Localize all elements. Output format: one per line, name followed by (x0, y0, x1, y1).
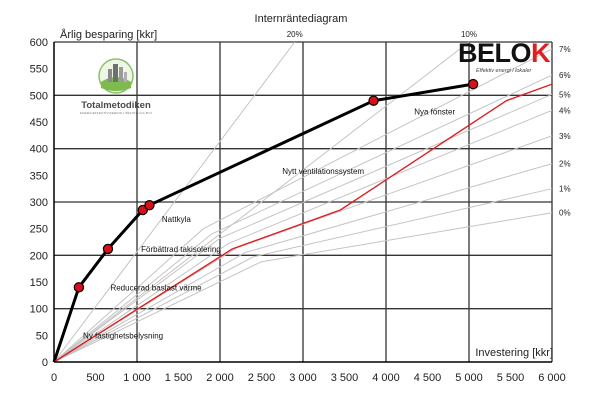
city-emblem-icon (98, 58, 134, 94)
zero-rate-line (53, 83, 553, 363)
data-point (144, 199, 155, 211)
x-tick-label: 1 000 (123, 372, 151, 384)
right-rate-label: 1% (559, 185, 571, 194)
belok-tagline: Effektiv energi i lokaler (476, 68, 532, 74)
right-rate-label: 0% (559, 209, 571, 218)
measures-line (52, 82, 474, 363)
data-point (73, 282, 85, 293)
belok-word-end: K (531, 38, 551, 68)
belok-wordmark: BELOK (458, 40, 554, 67)
y-tick-label: 0 (42, 357, 48, 369)
x-tick-label: 5 500 (497, 372, 525, 384)
right-rate-label: 2% (559, 160, 571, 169)
axes (53, 42, 552, 363)
data-markers (73, 78, 479, 293)
totalmetodiken-logo: Totalmetodiken ENERGIEFFEKTIVISERING I B… (80, 58, 152, 122)
chart-title: Internräntediagram (255, 13, 348, 25)
rate-line (53, 93, 553, 363)
rate-line (53, 163, 553, 363)
y-tick-label: 450 (30, 117, 48, 129)
right-rate-label: 6% (559, 71, 571, 80)
right-rate-label: 5% (559, 90, 571, 99)
data-point (467, 78, 479, 90)
measure-annotation: Nytt ventilationssystem (282, 167, 364, 176)
measure-annotation: Förbättrad takisolering (141, 245, 221, 254)
totalmetodiken-wordmark: Totalmetodiken (81, 100, 151, 111)
x-tick-label: 500 (86, 372, 104, 384)
rate-line (53, 41, 296, 363)
right-rate-label: 7% (559, 45, 571, 54)
y-tick-label: 250 (30, 224, 48, 236)
x-tick-label: 1 500 (165, 372, 193, 384)
belok-logo: BELOK Effektiv energi i lokaler (458, 40, 554, 78)
belok-word-main: BELO (458, 38, 532, 68)
rate-line (53, 48, 553, 363)
rate-line (53, 74, 553, 363)
top-rate-label: 20% (287, 30, 303, 39)
top-rate-label: 10% (461, 30, 477, 39)
y-axis-label: Årlig besparing [kkr] (60, 28, 157, 41)
y-tick-label: 200 (30, 250, 48, 262)
x-tick-label: 2 000 (206, 372, 234, 384)
y-tick-label: 50 (36, 330, 48, 342)
x-tick-label: 0 (51, 372, 57, 384)
x-tick-label: 2 500 (248, 372, 276, 384)
measure-annotation: Ny fastighetsbelysning (83, 331, 163, 340)
rate-line (53, 109, 553, 363)
right-rate-label: 3% (559, 132, 571, 141)
totalmetodiken-subtitle: ENERGIEFFEKTIVISERING I BEFINTLIGA BYGGN… (80, 111, 152, 115)
x-tick-label: 5 000 (455, 372, 483, 384)
y-tick-label: 100 (30, 304, 48, 316)
x-tick-label: 4 000 (372, 372, 400, 384)
x-tick-label: 6 000 (538, 372, 566, 384)
y-tick-label: 550 (30, 64, 48, 76)
y-tick-label: 150 (30, 277, 48, 289)
y-tick-label: 400 (30, 144, 48, 156)
y-tick-label: 300 (30, 197, 48, 209)
x-axis-label: Investering [kkr] (475, 347, 553, 359)
measure-annotation: Reducerad baslast värme (110, 283, 202, 292)
x-tick-label: 3 500 (331, 372, 359, 384)
y-tick-label: 500 (30, 90, 48, 102)
measure-annotation: Nya fönster (414, 107, 455, 116)
y-tick-label: 350 (30, 170, 48, 182)
data-point (368, 95, 379, 106)
measure-annotation: Nattkyla (162, 215, 191, 224)
chart-text: Internräntediagram Årlig besparing [kkr]… (30, 13, 571, 384)
x-tick-label: 3 000 (289, 372, 317, 384)
rate-line (53, 188, 553, 363)
data-point (102, 243, 114, 255)
right-rate-label: 4% (559, 106, 571, 115)
y-tick-label: 600 (30, 37, 48, 49)
rate-line (53, 212, 553, 363)
x-tick-label: 4 500 (414, 372, 442, 384)
